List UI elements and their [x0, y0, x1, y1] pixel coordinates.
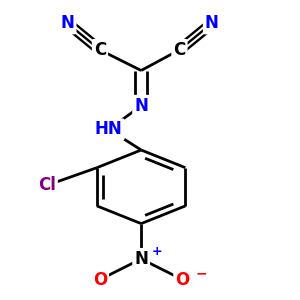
Text: N: N	[61, 14, 74, 32]
Text: +: +	[152, 245, 163, 258]
Text: N: N	[134, 250, 148, 268]
Text: N: N	[205, 14, 219, 32]
Text: O: O	[175, 271, 190, 289]
Text: C: C	[94, 41, 106, 59]
Text: N: N	[134, 97, 148, 115]
Text: HN: HN	[95, 120, 123, 138]
Text: O: O	[93, 271, 107, 289]
Text: Cl: Cl	[38, 176, 56, 194]
Text: −: −	[196, 267, 207, 281]
Text: C: C	[173, 41, 186, 59]
